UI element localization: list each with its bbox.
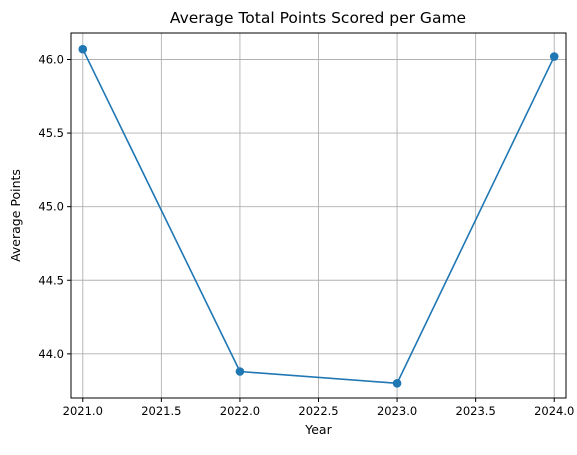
data-point: [549, 52, 559, 61]
series-line: [82, 48, 555, 385]
x-tick-label: 2022.5: [298, 404, 338, 418]
y-tick-label: 45.0: [38, 200, 64, 214]
data-series: [78, 44, 559, 388]
x-tick-label: 2021.5: [141, 404, 181, 418]
x-tick-label: 2023.0: [377, 404, 417, 418]
y-tick-label: 44.5: [38, 273, 64, 287]
grid-lines: [71, 33, 566, 398]
x-tick-label: 2021.0: [63, 404, 103, 418]
y-axis-label: Average Points: [8, 169, 23, 262]
x-tick-label: 2023.5: [456, 404, 496, 418]
data-point: [235, 367, 245, 376]
y-tick-label: 46.0: [38, 52, 64, 66]
x-axis-label: Year: [304, 422, 332, 437]
x-tick-label: 2022.0: [220, 404, 260, 418]
chart-title: Average Total Points Scored per Game: [170, 9, 466, 27]
axis-ticks: 2021.0 2021.5 2022.0 2022.5 2023.0 2023.5 2024…: [38, 52, 574, 418]
y-tick-label: 45.5: [38, 126, 64, 140]
data-point: [78, 44, 88, 54]
y-tick-label: 44.0: [38, 347, 64, 361]
data-point: [392, 378, 402, 388]
x-tick-label: 2024.0: [534, 404, 574, 418]
